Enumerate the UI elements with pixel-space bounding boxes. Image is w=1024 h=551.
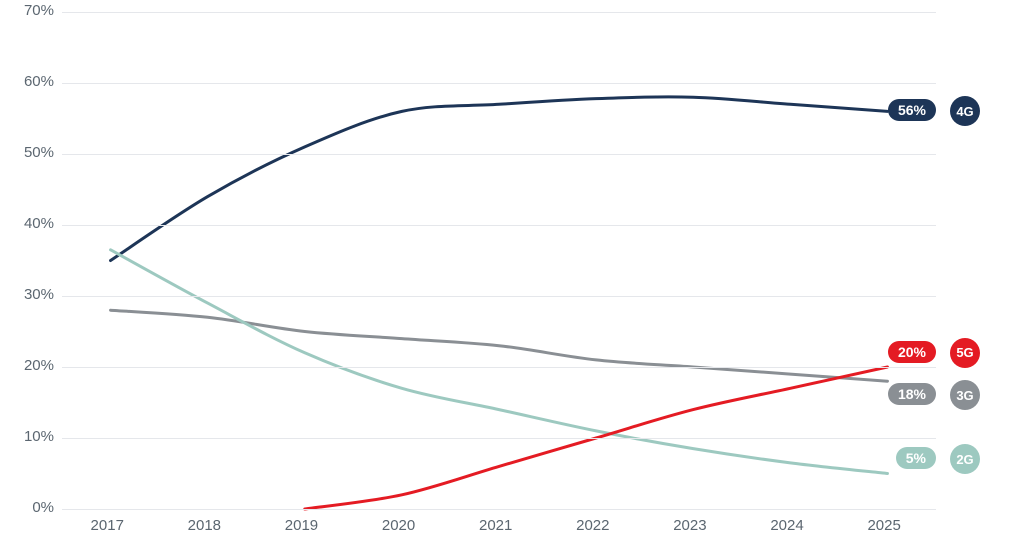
y-tick-label: 50% — [24, 144, 54, 161]
x-tick-label: 2018 — [188, 517, 221, 534]
x-tick-label: 2025 — [867, 517, 900, 534]
x-tick-label: 2021 — [479, 517, 512, 534]
x-tick-label: 2023 — [673, 517, 706, 534]
y-tick-label: 70% — [24, 2, 54, 19]
series-end-label-4g: 56% — [888, 99, 936, 121]
series-end-label-2g: 5% — [896, 447, 936, 469]
gridline — [62, 367, 936, 368]
series-line-3g — [111, 310, 888, 381]
y-tick-label: 10% — [24, 428, 54, 445]
y-tick-label: 30% — [24, 286, 54, 303]
y-tick-label: 20% — [24, 357, 54, 374]
x-tick-label: 2022 — [576, 517, 609, 534]
y-tick-label: 40% — [24, 215, 54, 232]
x-tick-label: 2017 — [91, 517, 124, 534]
gridline — [62, 509, 936, 510]
gridline — [62, 12, 936, 13]
gridline — [62, 154, 936, 155]
series-badge-5g: 5G — [950, 338, 980, 368]
series-line-2g — [111, 250, 888, 474]
x-tick-label: 2020 — [382, 517, 415, 534]
x-tick-label: 2019 — [285, 517, 318, 534]
series-end-label-5g: 20% — [888, 341, 936, 363]
gridline — [62, 296, 936, 297]
x-tick-label: 2024 — [770, 517, 803, 534]
gridline — [62, 83, 936, 84]
gridline — [62, 438, 936, 439]
y-tick-label: 0% — [32, 499, 54, 516]
series-end-label-3g: 18% — [888, 383, 936, 405]
series-line-4g — [111, 97, 888, 261]
y-tick-label: 60% — [24, 73, 54, 90]
gridline — [62, 225, 936, 226]
line-chart: 0% 10% 20% 30% 40% 50% 60% 70% 2017 2018 2019 2020 2… — [0, 0, 1024, 551]
